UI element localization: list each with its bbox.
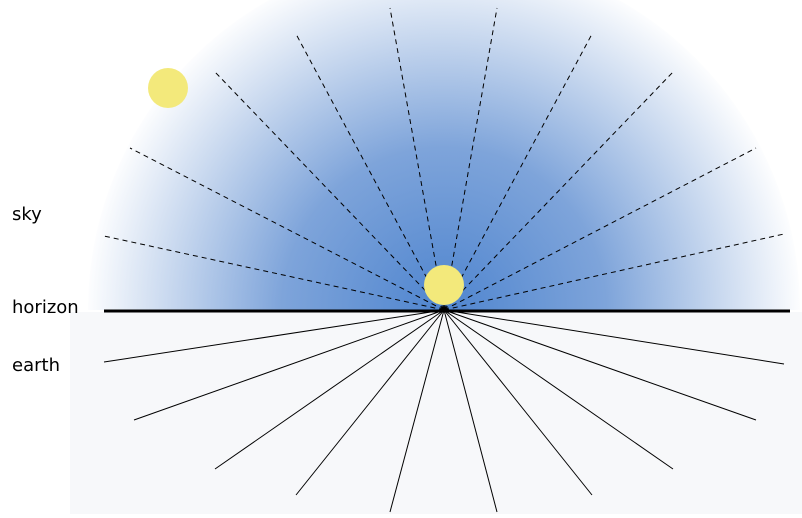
sky-ray [443,7,498,311]
earth-ray [443,309,757,421]
sun-icon [424,265,464,305]
earth-ray [443,309,674,470]
sky-label: sky [12,204,42,225]
earth-ray [214,309,445,470]
earth-region [70,312,802,514]
earth-ray [443,309,593,496]
sky-dome [88,0,800,310]
earth-rays [103,309,785,513]
horizon-label: horizon [12,297,79,318]
earth-ray [443,309,498,513]
sky-ray [129,147,445,311]
sky-ray [443,33,593,311]
earth-ray [103,309,445,363]
earth-ray [295,309,445,496]
sky-ray [443,233,785,311]
sky-ray [443,71,674,311]
sun-icon [148,68,188,108]
earth-label: earth [12,355,60,376]
sky-ray [443,147,757,311]
earth-ray [133,309,445,421]
sky-ray [295,33,445,311]
earth-ray [389,309,445,513]
sky-ray [389,7,445,311]
sky-ray [214,71,445,311]
earth-ray [443,309,785,365]
sky-ray [103,235,445,311]
sky-rays [103,7,785,311]
